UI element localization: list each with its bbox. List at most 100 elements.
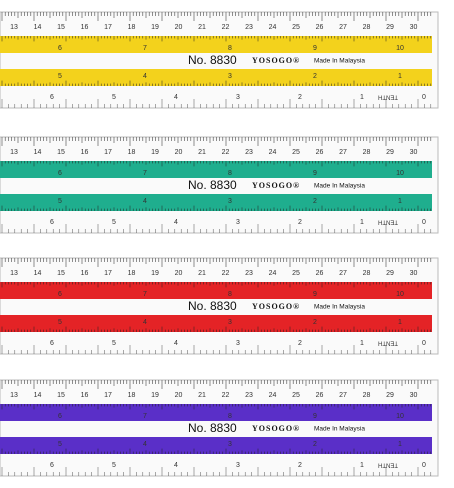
- unit-label: TENTH: [378, 461, 398, 467]
- upper-band: [0, 282, 432, 299]
- scale-number: 2: [298, 462, 302, 469]
- scale-number: 15: [57, 392, 65, 399]
- upper-band: [0, 161, 432, 178]
- scale-number: 27: [339, 24, 347, 31]
- scale-number: 1: [360, 94, 364, 101]
- scale-number: 21: [198, 392, 206, 399]
- scale-number: 7: [143, 413, 147, 420]
- scale-number: 22: [222, 270, 230, 277]
- upper-band: [0, 404, 432, 421]
- scale-number: 6: [58, 291, 62, 298]
- scale-number: 5: [112, 462, 116, 469]
- scale-number: 4: [143, 198, 147, 205]
- scale-number: 3: [236, 219, 240, 226]
- brand: YOSOGO®: [252, 56, 300, 65]
- scale-number: 13: [10, 270, 18, 277]
- scale-number: 20: [175, 392, 183, 399]
- scale-number: 10: [396, 291, 404, 298]
- scale-number: 10: [396, 170, 404, 177]
- scale-number: 18: [128, 392, 136, 399]
- model-number: No. 8830: [188, 53, 237, 67]
- scale-number: 4: [143, 319, 147, 326]
- scale-number: 15: [57, 149, 65, 156]
- scale-number: 7: [143, 170, 147, 177]
- scale-number: 30: [410, 392, 418, 399]
- scale-number: 24: [269, 392, 277, 399]
- scale-number: 0: [422, 340, 426, 347]
- scale-number: 26: [316, 24, 324, 31]
- scale-number: 14: [34, 270, 42, 277]
- scale-number: 1: [398, 198, 402, 205]
- scale-number: 5: [112, 340, 116, 347]
- scale-number: 8: [228, 170, 232, 177]
- scale-number: 30: [410, 24, 418, 31]
- brand: YOSOGO®: [252, 302, 300, 311]
- scale-number: 6: [58, 413, 62, 420]
- scale-number: 30: [410, 149, 418, 156]
- scale-number: 20: [175, 149, 183, 156]
- ruler: 13 14 15 16 17 18 19 20 21 22 23 24 25 26 27 28 29 306 7 8 9…: [0, 11, 439, 109]
- scale-number: 8: [228, 291, 232, 298]
- scale-number: 6: [58, 170, 62, 177]
- scale-number: 1: [398, 73, 402, 80]
- scale-number: 19: [151, 149, 159, 156]
- scale-number: 2: [313, 441, 317, 448]
- brand: YOSOGO®: [252, 181, 300, 190]
- scale-number: 15: [57, 270, 65, 277]
- scale-number: 4: [174, 219, 178, 226]
- scale-number: 5: [58, 319, 62, 326]
- scale-number: 4: [174, 340, 178, 347]
- scale-number: 0: [422, 462, 426, 469]
- scale-number: 13: [10, 24, 18, 31]
- lower-band: [0, 69, 432, 86]
- scale-number: 3: [228, 319, 232, 326]
- scale-number: 9: [313, 291, 317, 298]
- lower-band: [0, 315, 432, 332]
- scale-number: 19: [151, 392, 159, 399]
- scale-number: 14: [34, 392, 42, 399]
- origin: Made In Malaysia: [314, 426, 365, 433]
- scale-number: 1: [398, 319, 402, 326]
- scale-number: 1: [398, 441, 402, 448]
- scale-number: 17: [104, 392, 112, 399]
- scale-number: 19: [151, 270, 159, 277]
- scale-number: 17: [104, 270, 112, 277]
- scale-number: 16: [81, 392, 89, 399]
- scale-number: 4: [143, 441, 147, 448]
- scale-number: 6: [58, 45, 62, 52]
- scale-number: 22: [222, 149, 230, 156]
- scale-number: 9: [313, 45, 317, 52]
- scale-number: 25: [292, 24, 300, 31]
- origin: Made In Malaysia: [314, 304, 365, 311]
- scale-number: 2: [313, 198, 317, 205]
- brand: YOSOGO®: [252, 424, 300, 433]
- lower-band: [0, 437, 432, 454]
- scale-number: 20: [175, 24, 183, 31]
- scale-number: 3: [228, 441, 232, 448]
- scale-number: 10: [396, 413, 404, 420]
- scale-number: 23: [245, 149, 253, 156]
- scale-number: 5: [112, 94, 116, 101]
- scale-number: 1: [360, 462, 364, 469]
- scale-number: 6: [50, 219, 54, 226]
- ruler-body: [0, 379, 439, 477]
- scale-number: 3: [236, 340, 240, 347]
- scale-number: 26: [316, 149, 324, 156]
- scale-number: 16: [81, 149, 89, 156]
- scale-number: 3: [228, 198, 232, 205]
- scale-number: 3: [228, 73, 232, 80]
- scale-number: 5: [58, 198, 62, 205]
- scale-number: 13: [10, 392, 18, 399]
- scale-number: 7: [143, 45, 147, 52]
- scale-number: 24: [269, 270, 277, 277]
- scale-number: 21: [198, 270, 206, 277]
- scale-number: 4: [143, 73, 147, 80]
- scale-number: 23: [245, 270, 253, 277]
- scale-number: 24: [269, 149, 277, 156]
- scale-number: 10: [396, 45, 404, 52]
- scale-number: 26: [316, 270, 324, 277]
- scale-number: 16: [81, 24, 89, 31]
- scale-number: 30: [410, 270, 418, 277]
- scale-number: 0: [422, 219, 426, 226]
- scale-number: 13: [10, 149, 18, 156]
